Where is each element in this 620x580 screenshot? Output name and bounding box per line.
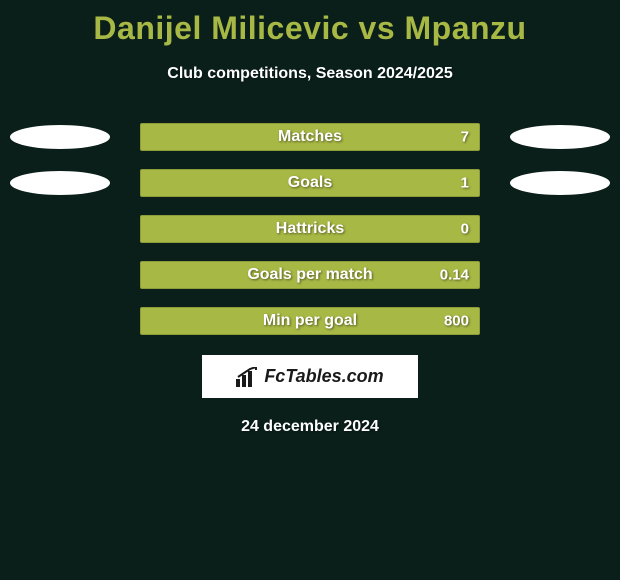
stat-bar: Goals per match 0.14 (140, 261, 480, 289)
stat-label: Hattricks (276, 220, 344, 238)
date-label: 24 december 2024 (0, 418, 620, 436)
page-subtitle: Club competitions, Season 2024/2025 (0, 65, 620, 83)
page-title: Danijel Milicevic vs Mpanzu (0, 0, 620, 47)
stat-label: Goals (288, 174, 332, 192)
left-ellipse (10, 171, 110, 195)
stat-row: Matches 7 (0, 123, 620, 151)
stat-bar: Min per goal 800 (140, 307, 480, 335)
stat-value: 0 (461, 221, 469, 238)
logo-box: FcTables.com (202, 355, 418, 398)
stat-value: 0.14 (440, 267, 469, 284)
right-ellipse (510, 125, 610, 149)
stat-row: Goals 1 (0, 169, 620, 197)
stat-value: 7 (461, 129, 469, 146)
stat-row: Min per goal 800 (0, 307, 620, 335)
right-ellipse (510, 171, 610, 195)
stat-label: Goals per match (247, 266, 372, 284)
stat-bar: Hattricks 0 (140, 215, 480, 243)
left-ellipse (10, 125, 110, 149)
logo-text: FcTables.com (264, 366, 383, 387)
stat-bar: Goals 1 (140, 169, 480, 197)
stat-row: Hattricks 0 (0, 215, 620, 243)
comparison-chart: Matches 7 Goals 1 Hattricks 0 Goals per match 0… (0, 123, 620, 335)
stat-value: 800 (444, 313, 469, 330)
stat-bar: Matches 7 (140, 123, 480, 151)
stat-label: Matches (278, 128, 342, 146)
stat-row: Goals per match 0.14 (0, 261, 620, 289)
stat-value: 1 (461, 175, 469, 192)
chart-icon (236, 367, 258, 387)
stat-label: Min per goal (263, 312, 357, 330)
